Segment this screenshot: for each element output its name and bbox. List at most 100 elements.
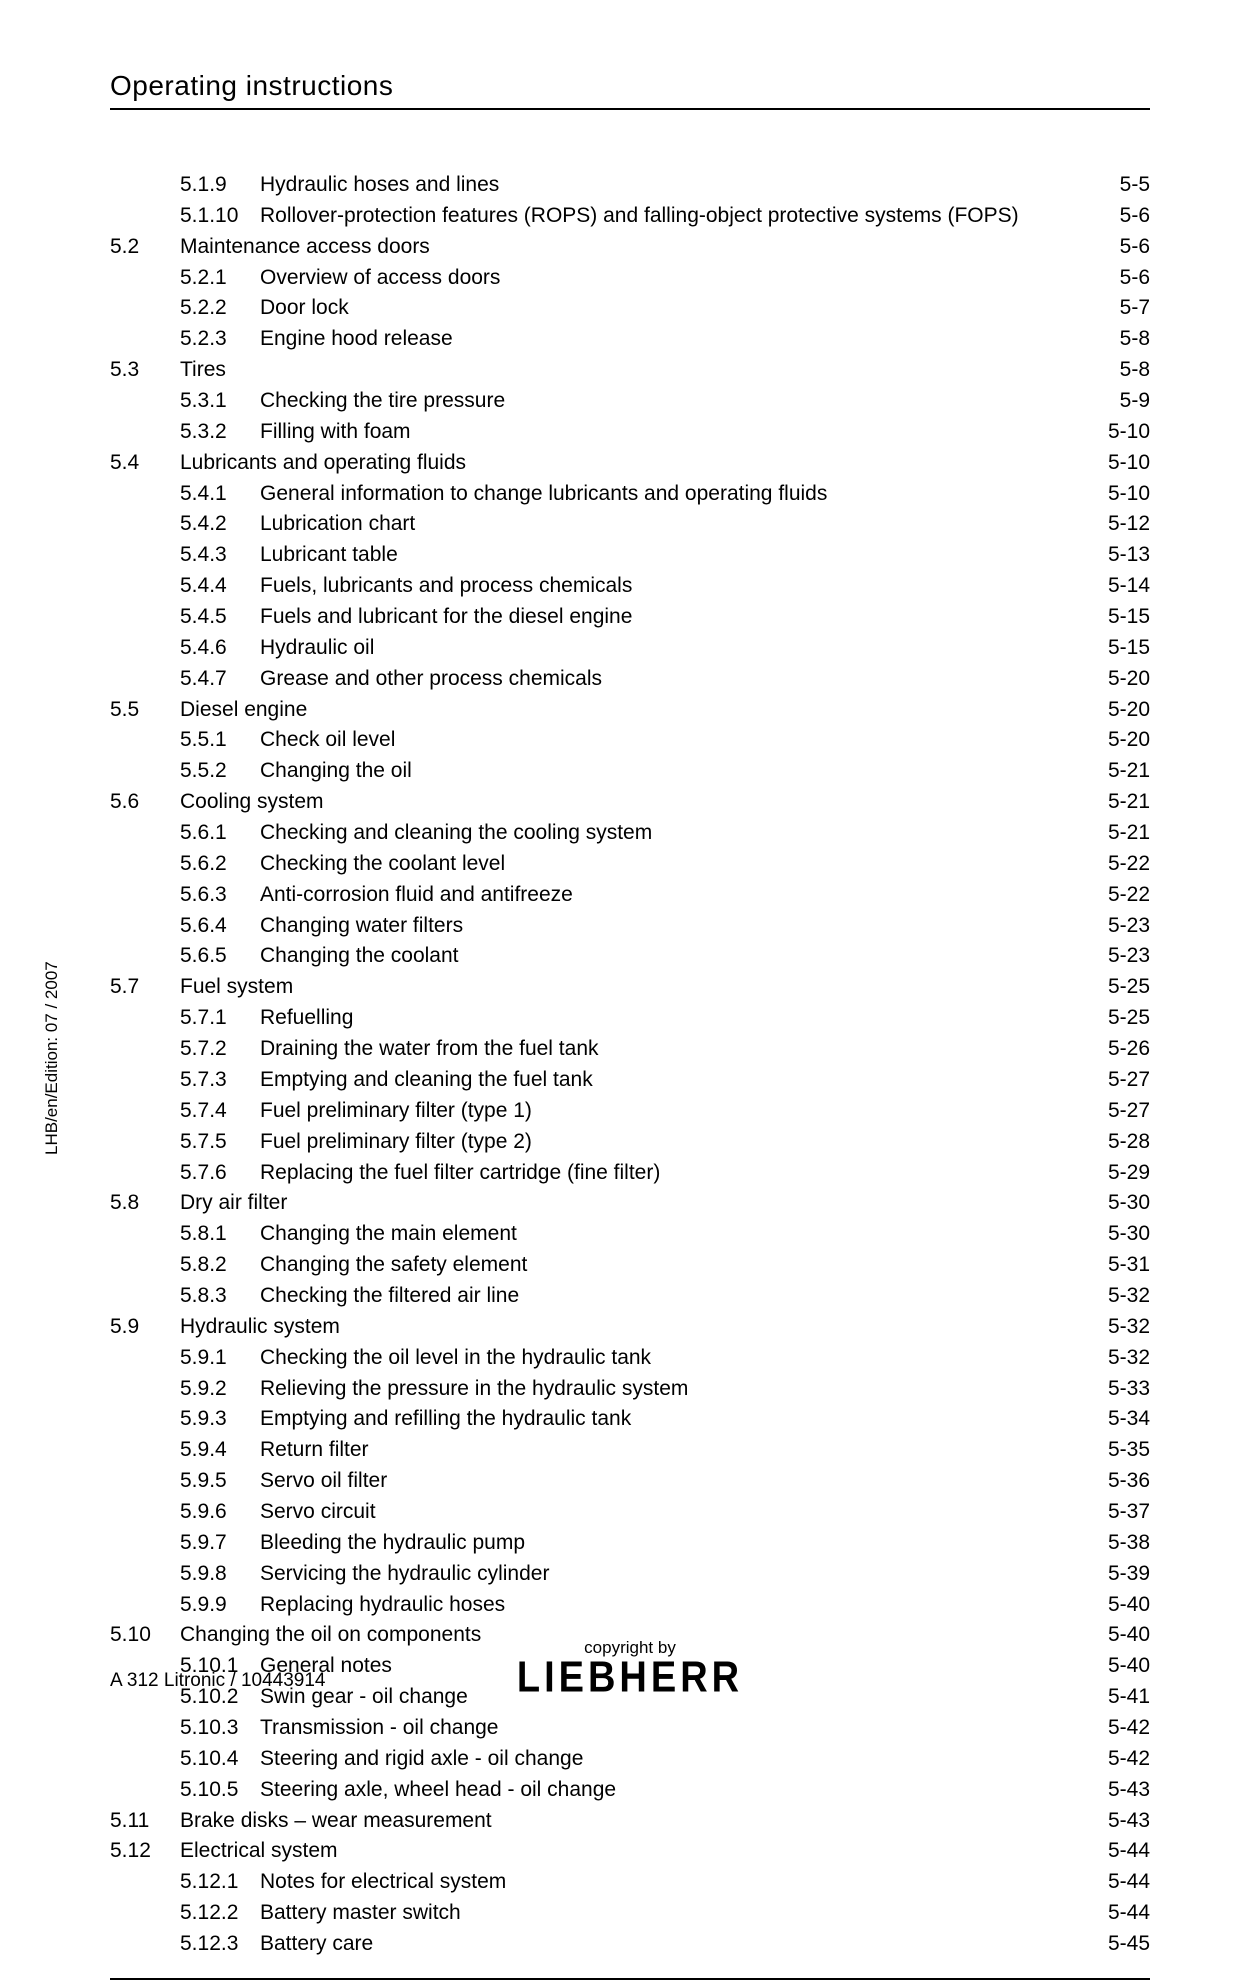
toc-title: Relieving the pressure in the hydraulic … — [260, 1374, 688, 1405]
toc-row: 5.9.3Emptying and refilling the hydrauli… — [110, 1404, 1150, 1435]
toc-page-number: 5-38 — [1108, 1528, 1150, 1559]
toc-page-number: 5-6 — [1120, 201, 1150, 232]
toc-page-number: 5-12 — [1108, 509, 1150, 540]
toc-row: 5.3.2Filling with foam 5-10 — [110, 417, 1150, 448]
toc-subsection-number: 5.9.9 — [180, 1590, 260, 1621]
toc-row: 5.4.7Grease and other process chemicals … — [110, 664, 1150, 695]
toc-subsection-number: 5.12.1 — [180, 1867, 260, 1898]
toc-page-number: 5-43 — [1108, 1806, 1150, 1837]
toc-subsection-number: 5.10.3 — [180, 1713, 260, 1744]
toc-title: Changing the main element — [260, 1219, 517, 1250]
toc-page-number: 5-6 — [1120, 232, 1150, 263]
toc-page-number: 5-43 — [1108, 1775, 1150, 1806]
toc-subsection-number: 5.3.1 — [180, 386, 260, 417]
toc-page-number: 5-15 — [1108, 633, 1150, 664]
toc-subsection-number: 5.6.4 — [180, 911, 260, 942]
toc-page-number: 5-30 — [1108, 1188, 1150, 1219]
toc-page-number: 5-36 — [1108, 1466, 1150, 1497]
toc-row: 5.4.6Hydraulic oil 5-15 — [110, 633, 1150, 664]
toc-subsection-number: 5.9.5 — [180, 1466, 260, 1497]
toc-row: 5.6.5Changing the coolant 5-23 — [110, 941, 1150, 972]
toc-row: 5.3.1Checking the tire pressure 5-9 — [110, 386, 1150, 417]
toc-title: Servicing the hydraulic cylinder — [260, 1559, 549, 1590]
toc-subsection-number: 5.8.3 — [180, 1281, 260, 1312]
toc-title: Changing the coolant — [260, 941, 459, 972]
toc-subsection-number: 5.6.5 — [180, 941, 260, 972]
footer: A 312 Litronic / 10443914 copyright by L… — [110, 1638, 1150, 1700]
toc-row: 5.9.1Checking the oil level in the hydra… — [110, 1343, 1150, 1374]
toc-title: Battery master switch — [260, 1898, 461, 1929]
toc-title: Fuels, lubricants and process chemicals — [260, 571, 632, 602]
page-title: Operating instructions — [110, 70, 1150, 108]
toc-row: 5.6.1Checking and cleaning the cooling s… — [110, 818, 1150, 849]
toc-subsection-number: 5.10.5 — [180, 1775, 260, 1806]
toc-title: Filling with foam — [260, 417, 411, 448]
toc-page-number: 5-37 — [1108, 1497, 1150, 1528]
toc-title: Draining the water from the fuel tank — [260, 1034, 599, 1065]
toc-row: 5.2.3Engine hood release 5-8 — [110, 324, 1150, 355]
toc-subsection-number: 5.7.1 — [180, 1003, 260, 1034]
toc-subsection-number: 5.1.9 — [180, 170, 260, 201]
toc-title: Steering and rigid axle - oil change — [260, 1744, 583, 1775]
toc-row: 5.6.3Anti-corrosion fluid and antifreeze… — [110, 880, 1150, 911]
toc-title: Dry air filter — [180, 1188, 287, 1219]
toc-page-number: 5-42 — [1108, 1744, 1150, 1775]
toc-subsection-number: 5.6.1 — [180, 818, 260, 849]
toc-subsection-number: 5.7.4 — [180, 1096, 260, 1127]
toc-page-number: 5-21 — [1108, 818, 1150, 849]
toc-title: Lubrication chart — [260, 509, 415, 540]
toc-section-number: 5.9 — [110, 1312, 180, 1343]
toc-page-number: 5-27 — [1108, 1096, 1150, 1127]
toc-section-number: 5.8 — [110, 1188, 180, 1219]
toc-subsection-number: 5.4.7 — [180, 664, 260, 695]
toc-subsection-number: 5.7.6 — [180, 1158, 260, 1189]
toc-subsection-number: 5.3.2 — [180, 417, 260, 448]
toc-page-number: 5-25 — [1108, 972, 1150, 1003]
toc-page-number: 5-23 — [1108, 941, 1150, 972]
toc-subsection-number: 5.12.3 — [180, 1929, 260, 1960]
toc-page-number: 5-20 — [1108, 664, 1150, 695]
toc-page-number: 5-32 — [1108, 1343, 1150, 1374]
toc-row: 5.1.10Rollover-protection features (ROPS… — [110, 201, 1150, 232]
toc-page-number: 5-25 — [1108, 1003, 1150, 1034]
toc-row: 5.8.2Changing the safety element 5-31 — [110, 1250, 1150, 1281]
toc-title: Changing the oil — [260, 756, 412, 787]
toc-title: Checking the oil level in the hydraulic … — [260, 1343, 651, 1374]
toc-subsection-number: 5.9.1 — [180, 1343, 260, 1374]
toc-page-number: 5-5 — [1120, 170, 1150, 201]
toc-page-number: 5-44 — [1108, 1867, 1150, 1898]
brand-logo: LIEBHERR — [517, 1654, 743, 1703]
toc-section-number: 5.11 — [110, 1806, 180, 1837]
toc-page-number: 5-10 — [1108, 417, 1150, 448]
toc-row: 5.7.2Draining the water from the fuel ta… — [110, 1034, 1150, 1065]
toc-row: 5.5.1Check oil level 5-20 — [110, 725, 1150, 756]
toc-page-number: 5-10 — [1108, 479, 1150, 510]
toc-subsection-number: 5.4.4 — [180, 571, 260, 602]
toc-subsection-number: 5.4.6 — [180, 633, 260, 664]
toc-row: 5.7.4Fuel preliminary filter (type 1) 5-… — [110, 1096, 1150, 1127]
toc-row: 5.4.1General information to change lubri… — [110, 479, 1150, 510]
toc-row: 5.1.9Hydraulic hoses and lines 5-5 — [110, 170, 1150, 201]
toc-page-number: 5-35 — [1108, 1435, 1150, 1466]
toc-title: Checking the coolant level — [260, 849, 505, 880]
toc-subsection-number: 5.4.5 — [180, 602, 260, 633]
toc-page-number: 5-45 — [1108, 1929, 1150, 1960]
model-number: A 312 Litronic / 10443914 — [110, 1670, 326, 1692]
toc-row: 5.10.4Steering and rigid axle - oil chan… — [110, 1744, 1150, 1775]
toc-subsection-number: 5.9.2 — [180, 1374, 260, 1405]
toc-title: Fuel preliminary filter (type 1) — [260, 1096, 532, 1127]
toc-title: Brake disks – wear measurement — [180, 1806, 492, 1837]
toc-subsection-number: 5.9.8 — [180, 1559, 260, 1590]
toc-row: 5.6.2Checking the coolant level 5-22 — [110, 849, 1150, 880]
toc-page-number: 5-21 — [1108, 787, 1150, 818]
toc-title: Lubricant table — [260, 540, 398, 571]
toc-page-number: 5-31 — [1108, 1250, 1150, 1281]
toc-page-number: 5-6 — [1120, 263, 1150, 294]
toc-row: 5.12.3Battery care 5-45 — [110, 1929, 1150, 1960]
toc-title: Emptying and cleaning the fuel tank — [260, 1065, 593, 1096]
toc-row: 5.9.4Return filter 5-35 — [110, 1435, 1150, 1466]
toc-row: 5.2.1Overview of access doors 5-6 — [110, 263, 1150, 294]
toc-row: 5.9.8Servicing the hydraulic cylinder 5-… — [110, 1559, 1150, 1590]
toc-page-number: 5-8 — [1120, 355, 1150, 386]
toc-row: 5.11Brake disks – wear measurement 5-43 — [110, 1806, 1150, 1837]
